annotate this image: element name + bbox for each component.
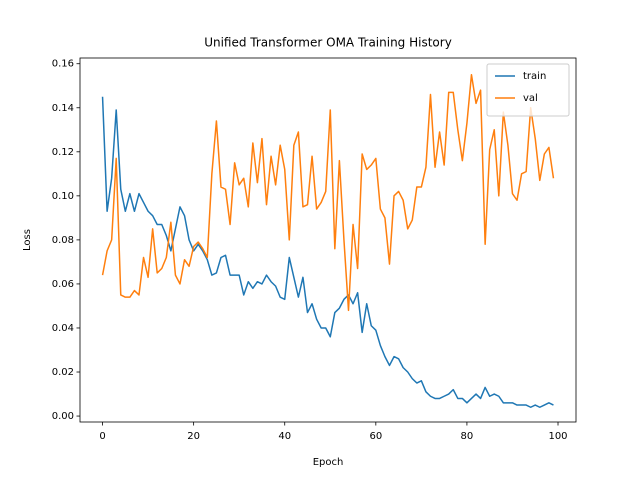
legend-label: val	[523, 93, 538, 104]
y-tick-label: 0.10	[52, 191, 74, 202]
x-tick-label: 20	[187, 431, 200, 442]
x-tick-label: 40	[278, 431, 291, 442]
y-axis-label: Loss	[22, 229, 33, 251]
y-tick-label: 0.06	[52, 279, 74, 290]
y-tick-label: 0.04	[52, 323, 74, 334]
x-tick-label: 80	[461, 431, 474, 442]
y-tick-label: 0.00	[52, 411, 74, 422]
y-tick-label: 0.02	[52, 367, 74, 378]
x-tick-label: 100	[548, 431, 567, 442]
y-tick-label: 0.16	[52, 59, 74, 70]
chart-title: Unified Transformer OMA Training History	[204, 36, 452, 50]
legend: train val	[486, 63, 570, 117]
y-tick-label: 0.14	[52, 103, 74, 114]
plot-frame	[79, 57, 577, 423]
x-axis-label: Epoch	[313, 457, 344, 468]
y-tick-label: 0.12	[52, 147, 74, 158]
legend-label: train	[523, 71, 546, 82]
x-tick-label: 60	[369, 431, 382, 442]
x-tick-label: 0	[99, 431, 105, 442]
legend-box	[486, 63, 570, 117]
line-series	[101, 96, 554, 408]
line-series	[101, 73, 555, 312]
y-tick-label: 0.08	[52, 235, 74, 246]
